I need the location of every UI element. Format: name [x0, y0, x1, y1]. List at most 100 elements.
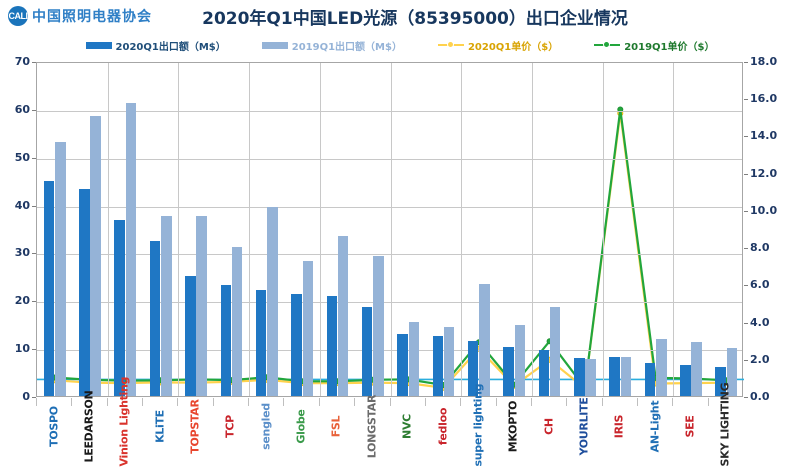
x-axis-separator — [601, 398, 603, 406]
bar-2019-1 — [90, 115, 101, 396]
y-tick-right-9: 18.0 — [750, 55, 778, 68]
y-tickmark-right — [744, 136, 748, 138]
x-axis-separator — [354, 398, 356, 406]
x-label-17: AN-Light — [640, 400, 670, 453]
y-tick-right-7: 14.0 — [750, 129, 778, 143]
legend-swatch-line-2 — [437, 40, 464, 50]
x-axis-separator — [248, 398, 250, 406]
x-label-text: NVC — [400, 414, 414, 439]
chart-page: CALI 中国照明电器协会 2020年Q1中国LED光源（85395000）出口… — [8, 6, 778, 467]
gridline-v — [602, 63, 604, 396]
bar-2020-10 — [397, 334, 408, 396]
x-axis-separator — [106, 398, 108, 406]
gridline-h — [37, 206, 742, 208]
bar-2020-12 — [467, 340, 479, 396]
bar-2019-14 — [549, 306, 561, 396]
x-label-text: super lighting — [471, 383, 485, 467]
gridline-v — [178, 63, 180, 396]
gridline-h — [37, 254, 742, 256]
cali-logo-icon: CALI — [8, 6, 28, 26]
y-tick-left-5: 50 — [14, 150, 30, 164]
x-axis-separator — [636, 398, 638, 406]
y-tickmark-right — [744, 359, 748, 361]
bar-2019-0 — [55, 141, 66, 396]
bar-2020-4 — [185, 276, 196, 396]
bar-2020-7 — [291, 294, 302, 396]
brand-logo: CALI 中国照明电器协会 — [8, 6, 152, 26]
x-label-text: fedloo — [436, 407, 450, 446]
y-tickmark-right — [744, 322, 748, 324]
x-axis-separator — [142, 398, 144, 406]
x-label-3: KLiTE — [145, 400, 175, 450]
x-axis-separator — [283, 398, 285, 406]
bar-2019-9 — [373, 255, 384, 396]
bar-2020-3 — [149, 240, 161, 396]
y-tick-right-8: 16.0 — [750, 92, 778, 106]
y-tickmark-left — [32, 205, 36, 207]
line-point — [617, 106, 624, 113]
bar-2019-10 — [408, 322, 420, 396]
y-tickmark-right — [744, 99, 748, 101]
x-label-9: LONGSTAR — [357, 395, 387, 458]
gridline-v — [673, 63, 675, 396]
x-axis-separator — [36, 398, 37, 406]
x-label-text: Vinion Lighting — [117, 376, 131, 467]
y-tick-right-1: 2.0 — [750, 352, 770, 366]
x-label-1: LEEDARSON — [74, 391, 104, 463]
bar-2020-16 — [609, 357, 620, 396]
legend-label-2: 2020Q1单价（$） — [467, 41, 559, 53]
gridline-h — [37, 302, 742, 304]
x-label-8: FSL — [321, 400, 351, 450]
x-axis-separator — [212, 398, 214, 406]
x-axis-separator — [389, 398, 391, 406]
x-axis-separator — [495, 398, 497, 406]
x-label-text: CH — [542, 418, 556, 435]
bar-2020-0 — [43, 180, 55, 396]
x-axis-separator — [177, 398, 179, 406]
legend-item-0[interactable]: 2020Q1出口额（M$） — [85, 38, 226, 53]
legend-item-2[interactable]: 2020Q1单价（$） — [437, 38, 559, 53]
y-tickmark-right — [744, 397, 748, 398]
x-label-4: TOPSTAR — [180, 399, 210, 453]
gridline-v — [319, 63, 321, 396]
legend-swatch-bar-0 — [85, 41, 112, 49]
y-tickmark-right — [744, 62, 748, 63]
x-label-15: YOURLITE — [569, 397, 599, 455]
bar-2019-4 — [196, 216, 207, 396]
legend-item-3[interactable]: 2019Q1单价（$） — [594, 38, 714, 53]
y-tick-right-4: 8.0 — [750, 241, 770, 255]
bar-2020-15 — [574, 357, 585, 396]
plot-area — [36, 62, 744, 397]
x-label-text: YOURLITE — [577, 397, 591, 456]
y-tick-right-3: 6.0 — [750, 278, 770, 292]
bar-2020-17 — [644, 362, 656, 396]
x-label-text: KLiTE — [153, 410, 167, 443]
y-tick-right-0: 0.0 — [750, 390, 770, 403]
legend-label-3: 2019Q1单价（$） — [624, 41, 715, 53]
gridline-h — [37, 110, 742, 112]
brand-name: 中国照明电器协会 — [32, 9, 152, 25]
bar-2020-2 — [114, 219, 125, 396]
gridline-v — [107, 63, 109, 396]
gridline-v — [461, 63, 463, 396]
y-tickmark-left — [32, 301, 36, 303]
y-tickmark-left — [32, 157, 36, 159]
bar-2019-16 — [620, 356, 632, 396]
x-axis-separator — [424, 398, 426, 406]
legend-swatch-line-3 — [594, 40, 621, 50]
bar-2019-12 — [479, 284, 490, 396]
y-tickmark-left — [32, 109, 36, 111]
x-label-text: TOPSTAR — [188, 399, 202, 454]
bar-2020-1 — [79, 189, 90, 396]
x-label-text: TCP — [223, 415, 237, 438]
legend-item-1[interactable]: 2019Q1出口额（M$） — [261, 38, 402, 53]
gridline-v — [390, 63, 392, 396]
y-tick-right-6: 12.0 — [750, 166, 778, 180]
x-label-16: IRIS — [604, 400, 634, 450]
bar-2019-2 — [125, 103, 137, 396]
bar-2019-5 — [231, 246, 243, 396]
y-tick-left-1: 10 — [14, 342, 30, 356]
y-tick-left-3: 30 — [14, 246, 30, 260]
x-label-text: AN-Light — [648, 400, 662, 453]
y-tickmark-left — [32, 397, 36, 398]
